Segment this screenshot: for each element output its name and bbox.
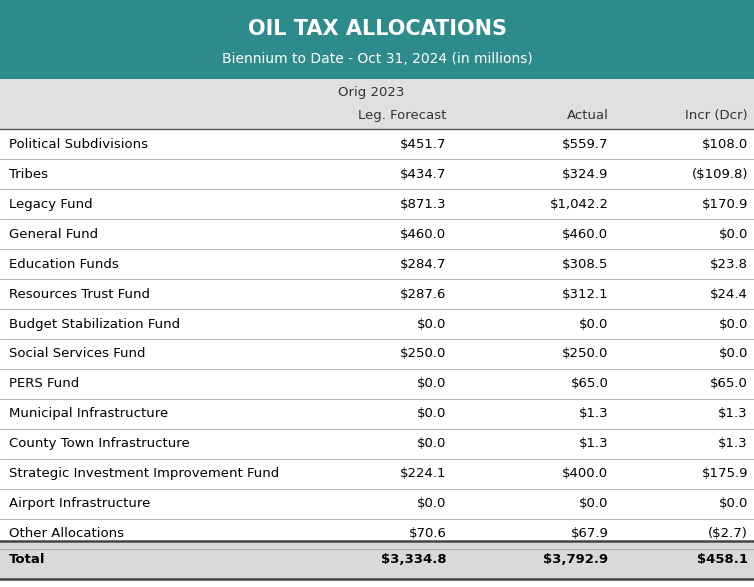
Text: $0.0: $0.0 bbox=[417, 377, 446, 390]
Text: $0.0: $0.0 bbox=[719, 318, 748, 330]
Text: $1.3: $1.3 bbox=[579, 407, 608, 420]
Bar bbox=[0, 489, 754, 519]
Text: $0.0: $0.0 bbox=[417, 318, 446, 330]
Text: $0.0: $0.0 bbox=[719, 228, 748, 241]
Bar bbox=[0, 339, 754, 369]
Text: Total: Total bbox=[9, 553, 45, 566]
Text: $108.0: $108.0 bbox=[702, 137, 748, 151]
Bar bbox=[0, 369, 754, 399]
Text: $460.0: $460.0 bbox=[562, 228, 608, 241]
Text: Leg. Forecast: Leg. Forecast bbox=[358, 109, 446, 122]
Text: $250.0: $250.0 bbox=[400, 348, 446, 360]
Text: $0.0: $0.0 bbox=[719, 348, 748, 360]
Bar bbox=[0, 399, 754, 429]
Text: Other Allocations: Other Allocations bbox=[9, 527, 124, 541]
Text: General Fund: General Fund bbox=[9, 228, 98, 241]
Bar bbox=[0, 519, 754, 549]
Text: $434.7: $434.7 bbox=[400, 168, 446, 181]
Text: Strategic Investment Improvement Fund: Strategic Investment Improvement Fund bbox=[9, 467, 279, 480]
Text: ($2.7): ($2.7) bbox=[708, 527, 748, 541]
Text: $224.1: $224.1 bbox=[400, 467, 446, 480]
Text: Actual: Actual bbox=[566, 109, 608, 122]
Text: $458.1: $458.1 bbox=[697, 553, 748, 566]
Bar bbox=[0, 541, 754, 579]
Text: $871.3: $871.3 bbox=[400, 198, 446, 211]
Text: Tribes: Tribes bbox=[9, 168, 48, 181]
Text: Resources Trust Fund: Resources Trust Fund bbox=[9, 288, 150, 301]
Text: $1.3: $1.3 bbox=[719, 437, 748, 450]
Text: $0.0: $0.0 bbox=[579, 497, 608, 510]
Text: $65.0: $65.0 bbox=[571, 377, 608, 390]
Text: $0.0: $0.0 bbox=[719, 497, 748, 510]
Text: County Town Infrastructure: County Town Infrastructure bbox=[9, 437, 190, 450]
Text: $1.3: $1.3 bbox=[719, 407, 748, 420]
Text: $24.4: $24.4 bbox=[710, 288, 748, 301]
Text: $324.9: $324.9 bbox=[562, 168, 608, 181]
Text: Budget Stabilization Fund: Budget Stabilization Fund bbox=[9, 318, 180, 330]
Text: $23.8: $23.8 bbox=[710, 258, 748, 271]
Bar bbox=[0, 129, 754, 159]
Text: Education Funds: Education Funds bbox=[9, 258, 119, 271]
Bar bbox=[0, 219, 754, 249]
Text: Incr (Dcr): Incr (Dcr) bbox=[685, 109, 748, 122]
Bar bbox=[0, 279, 754, 309]
Bar bbox=[0, 309, 754, 339]
Text: $0.0: $0.0 bbox=[579, 318, 608, 330]
Text: $1.3: $1.3 bbox=[579, 437, 608, 450]
Text: $460.0: $460.0 bbox=[400, 228, 446, 241]
Bar bbox=[0, 189, 754, 219]
Text: $0.0: $0.0 bbox=[417, 407, 446, 420]
Text: $170.9: $170.9 bbox=[701, 198, 748, 211]
Text: $65.0: $65.0 bbox=[710, 377, 748, 390]
Bar bbox=[0, 429, 754, 459]
Text: ($109.8): ($109.8) bbox=[691, 168, 748, 181]
Text: $3,334.8: $3,334.8 bbox=[381, 553, 446, 566]
Text: $0.0: $0.0 bbox=[417, 497, 446, 510]
Text: Airport Infrastructure: Airport Infrastructure bbox=[9, 497, 150, 510]
Text: Legacy Fund: Legacy Fund bbox=[9, 198, 93, 211]
Bar bbox=[0, 159, 754, 189]
Text: $250.0: $250.0 bbox=[562, 348, 608, 360]
Text: $70.6: $70.6 bbox=[409, 527, 446, 541]
Text: $175.9: $175.9 bbox=[701, 467, 748, 480]
Text: $3,792.9: $3,792.9 bbox=[544, 553, 608, 566]
Text: Biennium to Date - Oct 31, 2024 (in millions): Biennium to Date - Oct 31, 2024 (in mill… bbox=[222, 52, 532, 66]
Text: Orig 2023: Orig 2023 bbox=[338, 86, 405, 99]
Text: PERS Fund: PERS Fund bbox=[9, 377, 79, 390]
Text: $1,042.2: $1,042.2 bbox=[550, 198, 608, 211]
Bar bbox=[0, 79, 754, 129]
Text: $67.9: $67.9 bbox=[571, 527, 608, 541]
Text: Municipal Infrastructure: Municipal Infrastructure bbox=[9, 407, 168, 420]
Text: $308.5: $308.5 bbox=[562, 258, 608, 271]
Text: $400.0: $400.0 bbox=[562, 467, 608, 480]
Text: $0.0: $0.0 bbox=[417, 437, 446, 450]
Text: $287.6: $287.6 bbox=[400, 288, 446, 301]
Text: $559.7: $559.7 bbox=[562, 137, 608, 151]
Bar bbox=[0, 459, 754, 489]
Text: OIL TAX ALLOCATIONS: OIL TAX ALLOCATIONS bbox=[247, 19, 507, 39]
Text: $312.1: $312.1 bbox=[562, 288, 608, 301]
Text: Political Subdivisions: Political Subdivisions bbox=[9, 137, 148, 151]
Bar bbox=[0, 249, 754, 279]
Text: Social Services Fund: Social Services Fund bbox=[9, 348, 146, 360]
Bar bbox=[0, 0, 754, 79]
Text: $284.7: $284.7 bbox=[400, 258, 446, 271]
Text: $451.7: $451.7 bbox=[400, 137, 446, 151]
